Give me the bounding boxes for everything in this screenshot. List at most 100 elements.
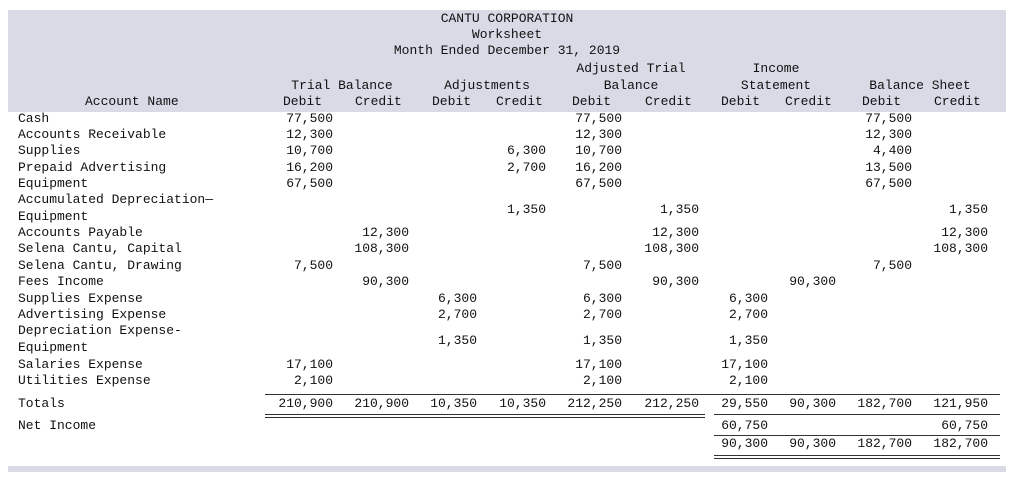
amount: 10,700: [286, 143, 333, 158]
amount: 12,300: [865, 127, 912, 142]
amount: 67,500: [575, 176, 622, 191]
account-header: Account Name: [85, 94, 179, 109]
amount: 60,750: [721, 418, 768, 433]
amount: 67,500: [286, 176, 333, 191]
amount: 182,700: [857, 396, 912, 411]
amount: 2,100: [293, 373, 333, 388]
amount: 121,950: [933, 396, 988, 411]
account-name: Accumulated Depreciation— Equipment: [18, 192, 214, 224]
amount: 2,700: [437, 307, 477, 322]
amount: 90,300: [789, 274, 836, 289]
amount: 1,350: [728, 333, 768, 348]
amount: 7,500: [872, 258, 912, 273]
column-header: Debit: [572, 94, 612, 109]
amount: 16,200: [286, 160, 333, 175]
amount: 90,300: [789, 436, 836, 451]
column-header: Debit: [432, 94, 472, 109]
account-name: Prepaid Advertising: [18, 160, 167, 175]
amount: 29,550: [721, 396, 768, 411]
amount: 7,500: [582, 258, 622, 273]
account-name: Selena Cantu, Capital: [18, 241, 182, 256]
group-title: Trial Balance: [291, 77, 393, 93]
footer-band: [8, 466, 1006, 472]
amount: 1,350: [659, 202, 699, 217]
account-name: Advertising Expense: [18, 307, 167, 322]
column-header: Debit: [283, 94, 323, 109]
amount: 210,900: [354, 396, 409, 411]
rule: [265, 417, 705, 418]
rule: [714, 455, 1000, 456]
amount: 6,300: [728, 291, 768, 306]
amount: 12,300: [575, 127, 622, 142]
account-name: Cash: [18, 111, 50, 126]
amount: 16,200: [575, 160, 622, 175]
rule: [265, 394, 1000, 395]
account-name: Utilities Expense: [18, 373, 151, 388]
amount: 12,300: [652, 225, 699, 240]
account-name: Depreciation Expense- Equipment: [18, 323, 182, 355]
amount: 10,350: [430, 396, 477, 411]
header-band: [8, 10, 1006, 112]
amount: 182,700: [933, 436, 988, 451]
amount: 6,300: [437, 291, 477, 306]
column-header: Debit: [862, 94, 902, 109]
amount: 6,300: [506, 143, 546, 158]
account-name: Supplies: [18, 143, 81, 158]
amount: 7,500: [293, 258, 333, 273]
amount: 1,350: [948, 202, 988, 217]
account-name: Accounts Receivable: [18, 127, 167, 142]
account-name: Accounts Payable: [18, 225, 143, 240]
column-header: Credit: [645, 94, 692, 109]
amount: 90,300: [652, 274, 699, 289]
rule: [714, 435, 1000, 436]
amount: 2,100: [582, 373, 622, 388]
column-header: Credit: [496, 94, 543, 109]
amount: 108,300: [933, 241, 988, 256]
amount: 67,500: [865, 176, 912, 191]
amount: 90,300: [789, 396, 836, 411]
amount: 10,700: [575, 143, 622, 158]
group-title: Adjusted Trial Balance: [576, 61, 686, 93]
company: CANTU CORPORATION: [440, 11, 574, 26]
rule: [714, 414, 1000, 415]
column-header: Credit: [355, 94, 402, 109]
amount: 77,500: [286, 111, 333, 126]
account-name: Net Income: [18, 418, 97, 433]
amount: 12,300: [941, 225, 988, 240]
amount: 60,750: [941, 418, 988, 433]
amount: 182,700: [857, 436, 912, 451]
amount: 2,700: [728, 307, 768, 322]
period: Month Ended December 31, 2019: [393, 43, 621, 58]
account-name: Salaries Expense: [18, 357, 143, 372]
amount: 1,350: [582, 333, 622, 348]
amount: 1,350: [437, 333, 477, 348]
amount: 6,300: [582, 291, 622, 306]
amount: 4,400: [872, 143, 912, 158]
group-title: Adjustments: [444, 77, 530, 93]
amount: 77,500: [865, 111, 912, 126]
amount: 17,100: [575, 357, 622, 372]
amount: 2,700: [506, 160, 546, 175]
amount: 210,900: [278, 396, 333, 411]
rule: [265, 414, 705, 415]
account-name: Supplies Expense: [18, 291, 143, 306]
account-name: Selena Cantu, Drawing: [18, 258, 182, 273]
amount: 212,250: [644, 396, 699, 411]
group-title: Balance Sheet: [869, 77, 971, 93]
amount: 10,350: [499, 396, 546, 411]
amount: 212,250: [567, 396, 622, 411]
amount: 90,300: [721, 436, 768, 451]
amount: 2,100: [728, 373, 768, 388]
amount: 77,500: [575, 111, 622, 126]
amount: 17,100: [721, 357, 768, 372]
amount: 12,300: [362, 225, 409, 240]
column-header: Credit: [785, 94, 832, 109]
account-name: Fees Income: [18, 274, 104, 289]
column-header: Debit: [721, 94, 761, 109]
amount: 17,100: [286, 357, 333, 372]
account-name: Equipment: [18, 176, 89, 191]
amount: 12,300: [286, 127, 333, 142]
report-name: Worksheet: [471, 27, 543, 42]
amount: 1,350: [506, 202, 546, 217]
amount: 13,500: [865, 160, 912, 175]
